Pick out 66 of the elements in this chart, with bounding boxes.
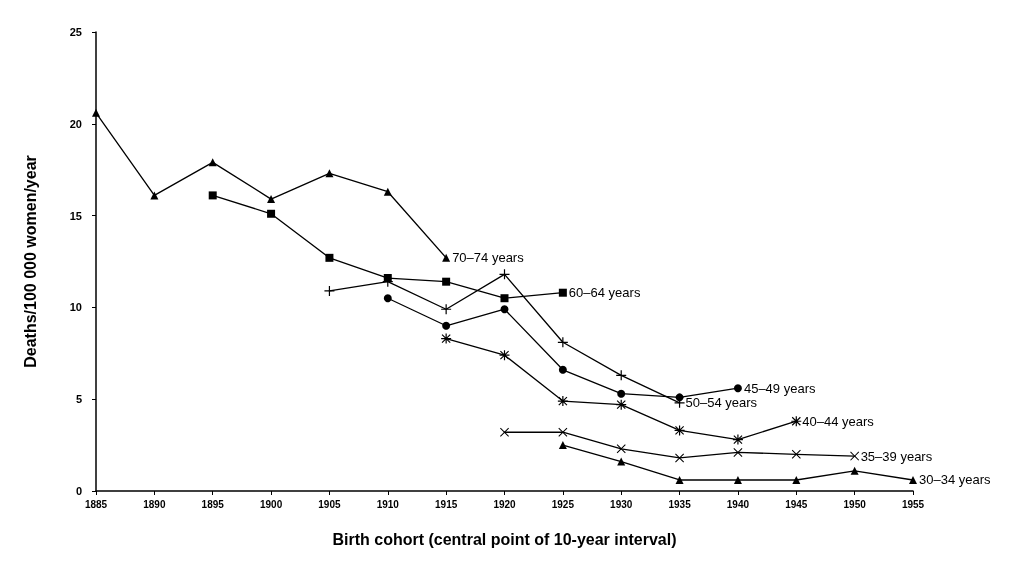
x-tick-label: 1890: [143, 498, 166, 510]
x-axis-title: Birth cohort (central point of 10-year interval): [332, 530, 677, 548]
x-tick-label: 1935: [668, 498, 692, 510]
x-tick-label: 1920: [493, 498, 517, 510]
y-tick-label: 5: [75, 393, 82, 406]
x-tick-label: 1940: [726, 498, 750, 510]
point: [442, 253, 451, 262]
x-tick-label: 1955: [901, 498, 925, 510]
point: [383, 294, 392, 303]
x-tick-label: 1895: [201, 498, 225, 510]
point: [733, 384, 742, 393]
y-axis-title: Deaths/100 000 women/year: [21, 155, 39, 368]
point: [616, 444, 626, 454]
y-tick-label: 10: [69, 301, 82, 314]
point: [208, 191, 217, 200]
point: [791, 416, 802, 427]
point: [92, 108, 100, 117]
series-label: 45–49 years: [743, 380, 816, 396]
point: [557, 396, 568, 407]
point: [791, 449, 801, 459]
series-label: 30–34 years: [919, 472, 992, 488]
y-tick-label: 25: [69, 26, 82, 38]
point: [558, 288, 567, 297]
point: [267, 195, 276, 204]
point: [617, 389, 626, 398]
point: [441, 333, 452, 344]
point: [500, 305, 509, 314]
point: [616, 399, 627, 410]
point: [383, 187, 392, 196]
series-label: 35–39 years: [860, 448, 933, 464]
series-label: 70–74 years: [452, 250, 525, 266]
point: [325, 253, 334, 262]
point: [675, 475, 684, 484]
x-tick-label: 1915: [435, 498, 458, 510]
point: [732, 434, 743, 445]
x-tick-label: 1930: [610, 498, 633, 510]
point: [442, 277, 451, 286]
point: [733, 475, 742, 484]
x-tick-label: 1945: [785, 498, 808, 510]
series-label: 60–64 years: [568, 285, 641, 301]
y-tick-label: 20: [69, 117, 82, 130]
point: [675, 393, 684, 402]
point: [500, 294, 509, 303]
series-label: 40–44 years: [802, 413, 875, 429]
x-tick-label: 1910: [376, 498, 400, 510]
x-tick-label: 1950: [843, 498, 867, 510]
point: [675, 453, 685, 463]
point: [558, 427, 568, 437]
x-tick-label: 1925: [551, 498, 575, 510]
series-label: 50–54 years: [685, 395, 758, 411]
point: [499, 350, 510, 361]
point: [792, 475, 801, 484]
x-tick-label: 1885: [84, 498, 108, 510]
y-tick-label: 15: [69, 209, 82, 222]
point: [442, 321, 451, 330]
point: [850, 451, 860, 461]
point: [267, 209, 276, 218]
point: [558, 441, 567, 450]
point: [617, 457, 626, 466]
y-tick-label: 0: [75, 485, 82, 497]
x-tick-label: 1905: [318, 498, 341, 510]
point: [558, 365, 567, 374]
x-tick-label: 1900: [259, 498, 283, 510]
point: [850, 466, 859, 475]
point: [909, 475, 917, 484]
point: [733, 447, 743, 457]
